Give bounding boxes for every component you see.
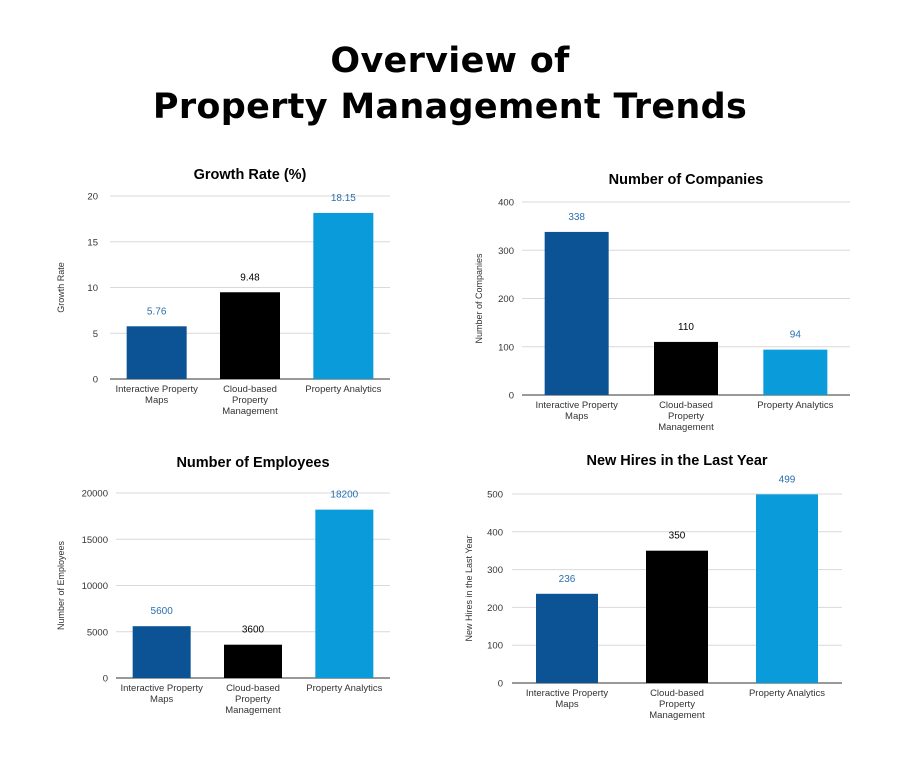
bar [763, 349, 828, 395]
new-hires-chart: New Hires in the Last Year 0 100 200 300 400 5… [464, 453, 842, 721]
y-tick-label: 400 [498, 198, 514, 209]
y-axis-label: Number of Employees [56, 540, 66, 630]
y-tick-label: 0 [93, 375, 98, 386]
bar [315, 509, 374, 678]
x-tick-label: Interactive Property Maps [120, 683, 203, 705]
data-label: 5600 [151, 606, 174, 617]
bar [313, 212, 374, 379]
y-tick-label: 5 [93, 329, 98, 340]
bar [544, 231, 609, 395]
x-tick-label: Interactive Property Maps [115, 384, 198, 406]
y-tick-label: 10 [87, 283, 98, 294]
data-label: 236 [559, 574, 576, 585]
x-tick-label: Property Analytics [749, 688, 825, 699]
number-of-employees-chart: Number of Employees 0 5000 10000 15000 20000 N… [56, 455, 390, 716]
x-tick-label: Property Analytics [757, 400, 833, 411]
y-tick-label: 15000 [82, 535, 108, 546]
bar [536, 593, 598, 683]
y-axis-label: New Hires in the Last Year [464, 535, 474, 641]
data-label: 338 [568, 212, 585, 223]
data-label: 350 [669, 531, 686, 542]
x-tick-label: Cloud-based Property Management [222, 384, 278, 417]
y-tick-label: 100 [498, 342, 514, 353]
y-tick-label: 5000 [87, 627, 108, 638]
bar [220, 292, 280, 379]
data-label: 110 [678, 322, 694, 333]
growth-rate-chart: Growth Rate (%) 0 5 10 15 20 Growth Rate 5.76 In… [56, 167, 390, 417]
y-tick-label: 300 [487, 565, 503, 576]
y-tick-label: 100 [487, 641, 503, 652]
y-tick-label: 300 [498, 246, 514, 257]
data-label: 9.48 [240, 272, 260, 283]
bar [132, 626, 191, 678]
x-tick-label: Cloud-based Property Management [649, 688, 705, 721]
bar [756, 494, 818, 683]
chart-title: Number of Employees [176, 455, 329, 471]
chart-title: New Hires in the Last Year [586, 453, 767, 469]
y-tick-label: 0 [509, 391, 514, 402]
data-label: 499 [779, 474, 796, 485]
y-axis-label: Growth Rate [56, 262, 66, 313]
y-tick-label: 200 [487, 603, 503, 614]
x-tick-label: Interactive Property Maps [526, 688, 609, 710]
bar [646, 550, 708, 683]
x-tick-label: Property Analytics [306, 683, 382, 694]
y-tick-label: 15 [87, 237, 98, 248]
page-title-line-2: Property Management Trends [152, 87, 748, 127]
chart-title: Number of Companies [609, 172, 764, 188]
y-tick-label: 0 [103, 674, 108, 685]
x-tick-label: Cloud-based Property Management [225, 683, 281, 716]
chart-title: Growth Rate (%) [194, 167, 307, 183]
y-tick-label: 200 [498, 294, 514, 305]
x-tick-label: Cloud-based Property Management [658, 400, 714, 433]
y-tick-label: 0 [498, 679, 503, 690]
y-tick-label: 500 [487, 490, 503, 501]
y-tick-label: 20 [87, 192, 98, 203]
y-axis-label: Number of Companies [474, 253, 484, 344]
data-label: 18.15 [331, 193, 356, 204]
page-title-line-1: Overview of [330, 41, 570, 81]
data-label: 18200 [330, 490, 358, 501]
data-label: 5.76 [147, 306, 167, 317]
data-label: 3600 [242, 625, 265, 636]
page-title: Overview of Property Management Trends [0, 38, 900, 130]
x-tick-label: Property Analytics [305, 384, 381, 395]
number-of-companies-chart: Number of Companies 0 100 200 300 400 Number o… [474, 172, 850, 433]
bar [654, 341, 718, 395]
y-tick-label: 20000 [82, 489, 108, 500]
y-tick-label: 400 [487, 527, 503, 538]
y-tick-label: 10000 [82, 581, 108, 592]
x-tick-label: Interactive Property Maps [535, 400, 618, 422]
bar [224, 644, 282, 678]
bar [126, 326, 187, 379]
data-label: 94 [790, 330, 802, 341]
